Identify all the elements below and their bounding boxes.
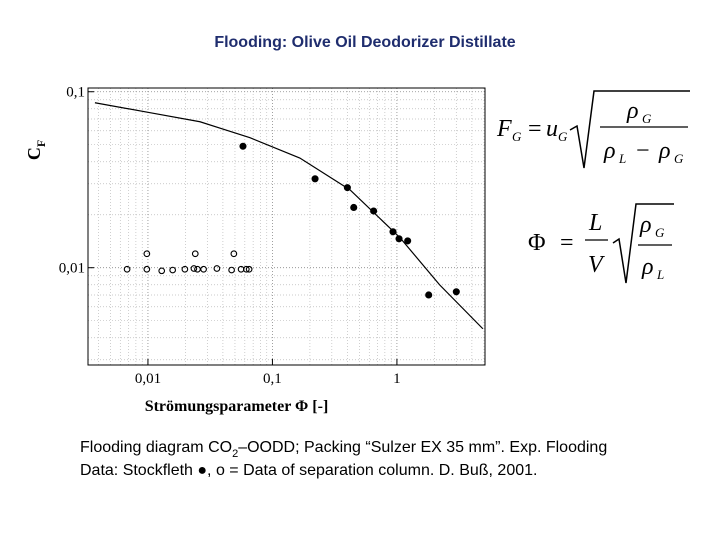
data-point [143,250,151,258]
y-tick-label: 0,01 [59,261,85,277]
data-point [242,265,250,273]
formula-token: ρ [639,212,652,238]
data-point [370,207,378,215]
data-point [228,266,235,274]
data-point [452,288,460,296]
formula-token: L [588,210,602,236]
formula-token: L [618,151,626,166]
data-point [181,265,189,273]
data-point [158,267,166,275]
formula-token: ρ [603,138,616,164]
x-tick-label: 1 [393,371,401,387]
data-point [190,265,198,272]
x-axis-label: Strömungsparameter Φ [-] [145,398,329,415]
formula-token: = [528,116,542,142]
caption-text: Flooding diagram CO [80,439,232,456]
fit-curve [94,102,484,330]
formula-token: F [496,116,512,142]
data-point [143,265,151,273]
formula-2: Φ = L V ρ G ρ L [528,203,674,284]
formula-token: ρ [658,138,671,164]
data-point [311,175,319,183]
slide-title: Flooding: Olive Oil Deodorizer Distillat… [214,34,515,51]
formula-token: = [560,230,574,256]
formula-token: u [546,116,558,142]
caption-text: –OODD; Packing “Sulzer EX 35 mm”. Exp. F… [238,439,607,456]
data-point [350,203,358,212]
formula-token: G [655,225,665,240]
data-point [425,291,433,299]
formula-token: G [642,111,652,126]
formula-token: ρ [626,98,639,124]
plot-frame [87,87,486,366]
data-point [123,265,131,273]
formula-token: G [674,151,684,166]
data-point [191,250,199,258]
y-axis-label-main: C [24,147,44,160]
sqrt-sign [569,90,690,169]
data-point [230,250,238,258]
data-point [404,237,412,245]
formula-token: V [588,252,605,278]
chart: 0,01 0,1 1 0,01 0,1 Strömungsparameter Φ [-] C… [24,85,486,415]
y-axis-label-sub: F [34,140,48,147]
caption-subscript: 2 [232,448,238,460]
caption-line: Data: Stockfleth ●, o = Data of separati… [80,462,537,479]
formula-token: − [636,138,650,164]
sqrt-sign [612,203,674,284]
y-tick-label: 0,1 [66,85,85,101]
data-point [245,265,253,273]
caption-line: Flooding diagram CO2–OODD; Packing “Sulz… [80,439,607,460]
formula-token: G [512,129,522,144]
formula-token: ρ [641,254,654,280]
formula-token: L [656,267,664,282]
data-point [239,142,247,150]
data-point [213,265,221,272]
data-point [169,266,177,274]
formula-1: F G = u G ρ G ρ L − ρ G [496,90,690,169]
data-point [395,235,403,243]
data-point [200,265,207,273]
formula-token: G [558,129,568,144]
y-axis-label: CF [24,140,48,160]
x-tick-label: 0,1 [263,371,282,387]
x-tick-label: 0,01 [135,371,161,387]
formula-token: Φ [528,230,546,256]
